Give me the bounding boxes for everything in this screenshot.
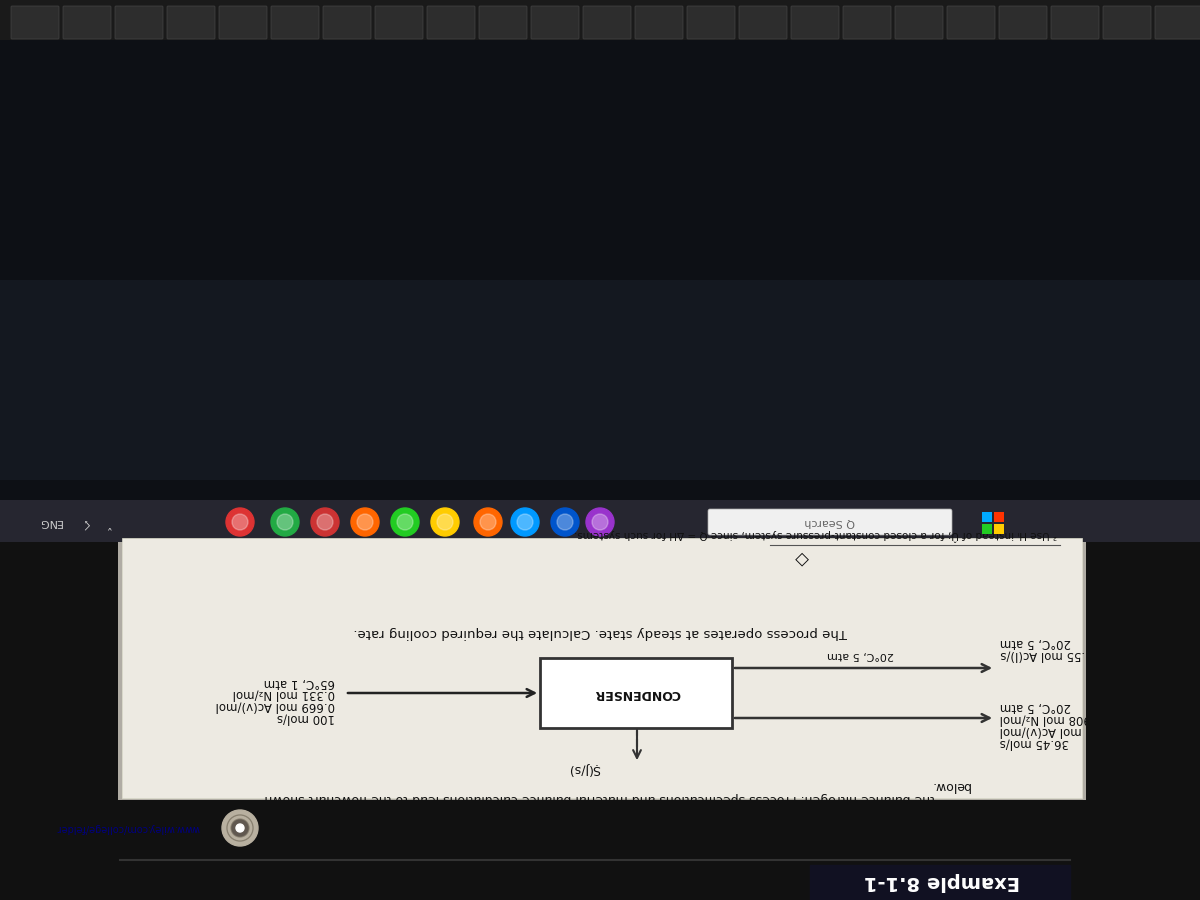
Circle shape bbox=[232, 820, 248, 836]
FancyBboxPatch shape bbox=[220, 6, 266, 39]
Circle shape bbox=[317, 514, 334, 530]
Bar bbox=[540, 658, 732, 728]
FancyBboxPatch shape bbox=[998, 6, 1046, 39]
Text: 20°C, 5 atm: 20°C, 5 atm bbox=[1000, 700, 1072, 714]
Bar bbox=[0, 500, 1200, 542]
FancyBboxPatch shape bbox=[635, 6, 683, 39]
Text: condenser: condenser bbox=[271, 821, 330, 831]
FancyBboxPatch shape bbox=[842, 6, 890, 39]
Circle shape bbox=[226, 508, 254, 536]
FancyBboxPatch shape bbox=[708, 509, 952, 535]
FancyBboxPatch shape bbox=[1154, 6, 1200, 39]
FancyBboxPatch shape bbox=[1051, 6, 1099, 39]
Text: 20°C, 5 atm: 20°C, 5 atm bbox=[1000, 636, 1072, 650]
Text: 0.908 mol N₂/mol: 0.908 mol N₂/mol bbox=[1000, 713, 1103, 725]
FancyBboxPatch shape bbox=[791, 6, 839, 39]
FancyBboxPatch shape bbox=[739, 6, 787, 39]
Text: Energy Balance on a Condenser: Energy Balance on a Condenser bbox=[346, 872, 694, 892]
Bar bbox=[994, 512, 1004, 522]
Circle shape bbox=[586, 508, 614, 536]
Text: the balance nitrogen. Process specifications and material balance calculations l: the balance nitrogen. Process specificat… bbox=[265, 793, 935, 806]
FancyBboxPatch shape bbox=[1103, 6, 1151, 39]
Text: 0.331 mol N₂/mol: 0.331 mol N₂/mol bbox=[233, 688, 335, 700]
Circle shape bbox=[517, 514, 533, 530]
Text: Ṣ(J/s): Ṣ(J/s) bbox=[568, 761, 600, 775]
Bar bbox=[994, 524, 1004, 534]
Circle shape bbox=[480, 514, 496, 530]
Bar bbox=[982, 510, 1006, 534]
Circle shape bbox=[511, 508, 539, 536]
Circle shape bbox=[352, 508, 379, 536]
FancyBboxPatch shape bbox=[271, 6, 319, 39]
Bar bbox=[118, 536, 1086, 800]
Text: www.wiley.com/college/felder: www.wiley.com/college/felder bbox=[56, 823, 200, 833]
Text: CONDENSER: CONDENSER bbox=[594, 687, 680, 699]
Bar bbox=[122, 538, 1082, 798]
Text: below.: below. bbox=[930, 779, 970, 793]
FancyBboxPatch shape bbox=[323, 6, 371, 39]
Text: ˇ: ˇ bbox=[104, 516, 112, 528]
Circle shape bbox=[358, 514, 373, 530]
Circle shape bbox=[222, 810, 258, 846]
Text: 65°C, 1 atm: 65°C, 1 atm bbox=[264, 676, 335, 688]
Bar bbox=[0, 0, 1200, 42]
FancyBboxPatch shape bbox=[374, 6, 424, 39]
Text: ☇: ☇ bbox=[82, 516, 89, 528]
Circle shape bbox=[551, 508, 580, 536]
FancyBboxPatch shape bbox=[115, 6, 163, 39]
Bar bbox=[0, 280, 1200, 480]
Text: ENG: ENG bbox=[38, 517, 62, 527]
FancyBboxPatch shape bbox=[686, 6, 734, 39]
FancyBboxPatch shape bbox=[895, 6, 943, 39]
FancyBboxPatch shape bbox=[479, 6, 527, 39]
Circle shape bbox=[271, 508, 299, 536]
Circle shape bbox=[474, 508, 502, 536]
Circle shape bbox=[232, 514, 248, 530]
Text: 0.092 mol Ac(v)/mol: 0.092 mol Ac(v)/mol bbox=[1000, 724, 1120, 737]
Circle shape bbox=[431, 508, 458, 536]
Circle shape bbox=[236, 824, 244, 832]
Text: Equipment Encyclopedia: Equipment Encyclopedia bbox=[192, 835, 330, 845]
FancyBboxPatch shape bbox=[530, 6, 580, 39]
Circle shape bbox=[311, 508, 340, 536]
Text: 36.45 mol/s: 36.45 mol/s bbox=[1000, 736, 1069, 750]
FancyBboxPatch shape bbox=[947, 6, 995, 39]
FancyBboxPatch shape bbox=[583, 6, 631, 39]
Circle shape bbox=[227, 815, 253, 841]
Circle shape bbox=[557, 514, 574, 530]
Circle shape bbox=[397, 514, 413, 530]
Text: 20°C, 5 atm: 20°C, 5 atm bbox=[827, 650, 894, 660]
Text: 63.55 mol Ac(l)/s: 63.55 mol Ac(l)/s bbox=[1000, 649, 1099, 662]
Circle shape bbox=[592, 514, 608, 530]
FancyBboxPatch shape bbox=[64, 6, 112, 39]
Text: 0.669 mol Ac(v)/mol: 0.669 mol Ac(v)/mol bbox=[216, 699, 335, 713]
Bar bbox=[982, 524, 992, 534]
Bar bbox=[810, 865, 1070, 900]
Text: 100 mol/s: 100 mol/s bbox=[277, 712, 335, 724]
Circle shape bbox=[277, 514, 293, 530]
Text: The process operates at steady state. Calculate the required cooling rate.: The process operates at steady state. Ca… bbox=[353, 626, 847, 640]
Bar bbox=[982, 512, 992, 522]
Text: Q Search: Q Search bbox=[805, 517, 856, 527]
FancyBboxPatch shape bbox=[167, 6, 215, 39]
FancyBboxPatch shape bbox=[11, 6, 59, 39]
Text: ◇: ◇ bbox=[796, 549, 809, 567]
FancyBboxPatch shape bbox=[427, 6, 475, 39]
Text: Acetone (denoted as Ac) is partially condensed out of a gas stream containing 66: Acetone (denoted as Ac) is partially con… bbox=[253, 806, 947, 818]
Text: Example 8.1-1: Example 8.1-1 bbox=[864, 872, 1020, 892]
Circle shape bbox=[437, 514, 454, 530]
Circle shape bbox=[391, 508, 419, 536]
Text: ² Use Hᵢ instead of Û; for a closed constant-pressure system, since Q = ΔH for s: ² Use Hᵢ instead of Û; for a closed cons… bbox=[574, 529, 1057, 541]
Bar bbox=[0, 40, 1200, 502]
